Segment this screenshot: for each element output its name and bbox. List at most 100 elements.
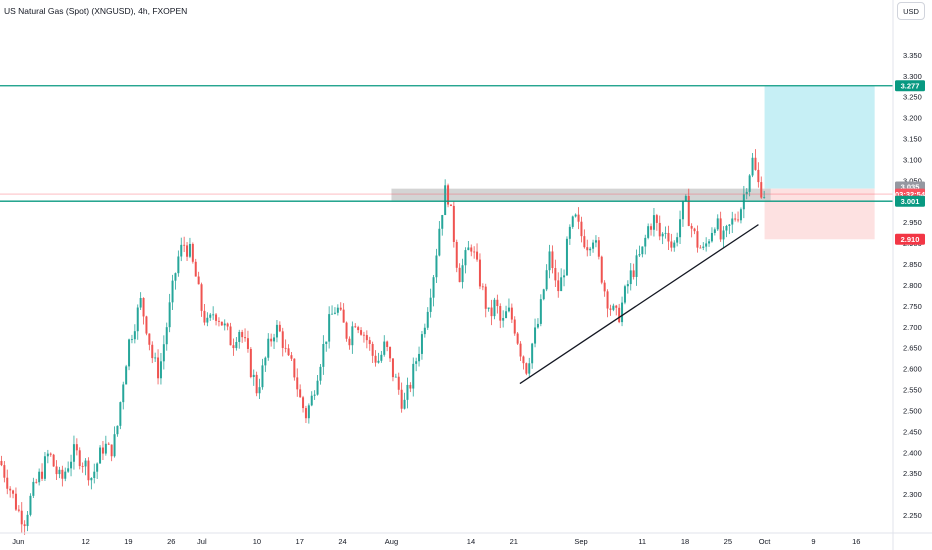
candle-body xyxy=(539,299,542,324)
candle-body xyxy=(699,247,702,249)
candle-body xyxy=(267,338,270,358)
candle-body xyxy=(14,493,17,510)
candle-body xyxy=(667,232,670,242)
candle-body xyxy=(528,363,531,374)
candle-body xyxy=(157,357,160,379)
candle-body xyxy=(316,380,319,395)
candle-body xyxy=(333,312,336,314)
candle-body xyxy=(725,225,728,231)
candle-body xyxy=(484,286,487,309)
candle-body xyxy=(78,450,81,467)
candle-body xyxy=(754,157,757,170)
candle-body xyxy=(99,447,102,464)
candle-body xyxy=(516,333,519,344)
candle-body xyxy=(647,226,650,238)
candle-body xyxy=(391,358,394,378)
candle-body xyxy=(507,307,510,312)
candle-body xyxy=(255,374,258,394)
price-tick-label: 2.700 xyxy=(903,323,922,332)
candle-body xyxy=(713,229,716,233)
candle-body xyxy=(113,434,116,457)
candle-body xyxy=(470,247,473,252)
time-tick-label: Sep xyxy=(574,537,587,546)
candle-body xyxy=(35,481,38,483)
time-tick-label: Aug xyxy=(385,537,398,546)
candle-body xyxy=(130,339,133,341)
candle-body xyxy=(244,337,247,339)
candle-body xyxy=(519,343,522,357)
candle-body xyxy=(212,314,215,316)
candle-body xyxy=(412,363,415,389)
candle-body xyxy=(748,175,751,192)
candle-body xyxy=(374,355,377,363)
candle-body xyxy=(525,363,528,374)
currency-button[interactable]: USD xyxy=(897,2,925,20)
candle-body xyxy=(20,510,23,525)
target-zone xyxy=(764,85,875,189)
time-tick-label: 14 xyxy=(467,537,475,546)
candles-layer xyxy=(0,149,766,535)
candle-body xyxy=(273,337,276,342)
candle-body xyxy=(664,232,667,234)
candle-body xyxy=(650,226,653,230)
price-tag-4 xyxy=(895,195,925,207)
candle-body xyxy=(455,241,458,268)
candle-body xyxy=(763,197,766,199)
price-tick-label: 2.600 xyxy=(903,365,922,374)
candle-body xyxy=(133,331,136,340)
candle-body xyxy=(600,256,603,283)
candle-body xyxy=(70,461,73,469)
candle-body xyxy=(623,286,626,303)
candle-body xyxy=(365,335,368,341)
candle-body xyxy=(409,384,412,389)
candle-body xyxy=(571,216,574,227)
candle-body xyxy=(313,394,316,396)
candle-body xyxy=(557,280,560,292)
candle-body xyxy=(110,444,113,457)
candle-body xyxy=(6,477,9,489)
candle-body xyxy=(696,231,699,248)
candle-body xyxy=(679,219,682,238)
candle-body xyxy=(490,307,493,317)
candle-body xyxy=(705,243,708,247)
price-tick-label: 2.750 xyxy=(903,302,922,311)
candle-body xyxy=(635,255,638,277)
candle-body xyxy=(536,323,539,328)
candle-body xyxy=(638,254,641,256)
candle-body xyxy=(151,344,154,359)
candle-body xyxy=(394,376,397,378)
price-tag-1 xyxy=(895,80,925,92)
candle-body xyxy=(751,157,754,176)
candle-body xyxy=(9,488,12,491)
candle-body xyxy=(435,255,438,278)
candle-body xyxy=(307,405,310,419)
candle-body xyxy=(690,225,693,229)
candle-body xyxy=(560,277,563,292)
candle-body xyxy=(452,205,455,242)
candle-body xyxy=(188,243,191,257)
candle-body xyxy=(258,387,261,394)
resistance-zone xyxy=(391,188,771,201)
candle-body xyxy=(345,322,348,339)
candle-body xyxy=(354,326,357,328)
candle-body xyxy=(586,247,589,251)
candle-body xyxy=(626,284,629,287)
candle-body xyxy=(162,344,165,362)
candle-body xyxy=(351,326,354,346)
candle-body xyxy=(403,399,406,409)
candle-body xyxy=(522,356,525,364)
candle-body xyxy=(554,268,557,281)
price-tag-label: 3.277 xyxy=(901,81,920,90)
candle-body xyxy=(296,377,299,390)
price-tick-label: 2.550 xyxy=(903,386,922,395)
candle-body xyxy=(235,341,238,349)
candle-body xyxy=(426,311,429,328)
candle-body xyxy=(0,460,3,466)
candle-body xyxy=(154,357,157,359)
candle-body xyxy=(710,232,713,242)
candle-body xyxy=(505,311,508,319)
candle-body xyxy=(29,495,32,515)
candle-body xyxy=(594,240,597,243)
candle-body xyxy=(670,241,673,248)
